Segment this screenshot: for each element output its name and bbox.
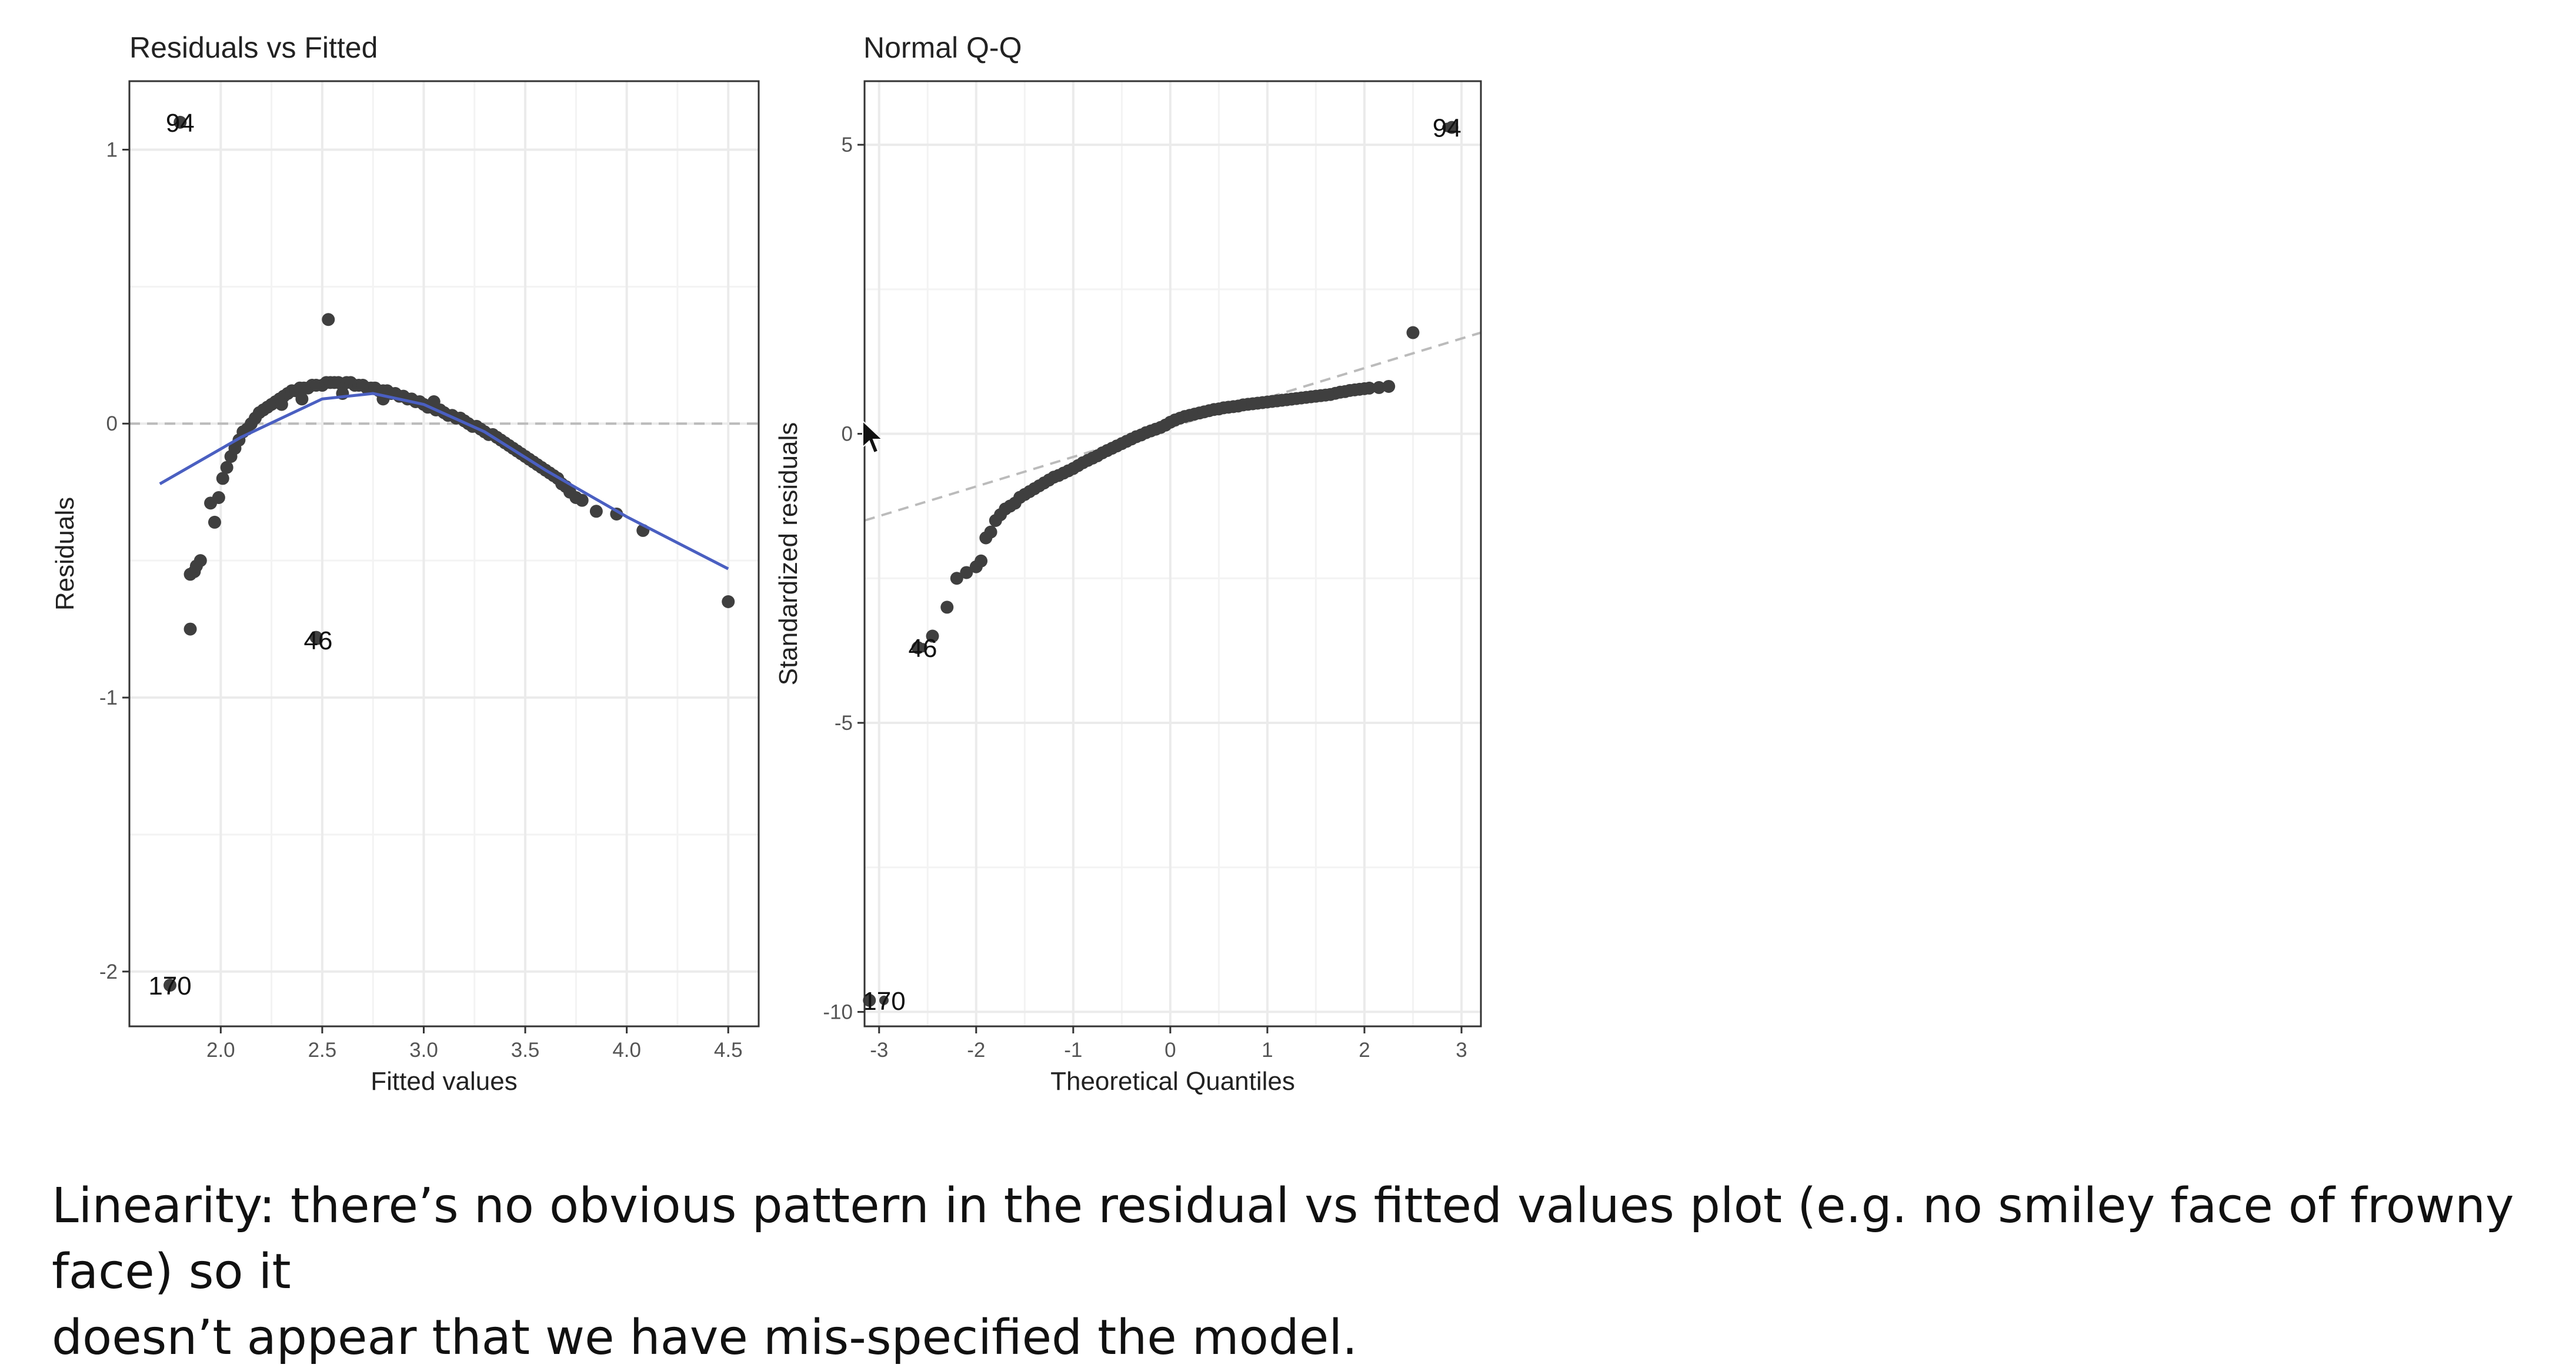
chart-title: Residuals vs Fitted	[129, 31, 378, 64]
y-tick-label: -10	[823, 1000, 853, 1023]
data-point	[1363, 381, 1376, 395]
y-axis-label: Residuals	[51, 497, 79, 611]
x-tick-label: 3.5	[511, 1039, 540, 1062]
x-tick-label: 0	[1164, 1039, 1176, 1062]
outlier-point	[879, 995, 889, 1005]
data-point	[926, 629, 939, 643]
outlier-label: 46	[909, 634, 937, 663]
outlier-point	[313, 635, 323, 645]
data-point	[1382, 379, 1396, 393]
x-tick-label: 1	[1262, 1039, 1273, 1062]
y-axis-label: Standardized residuals	[774, 422, 803, 686]
data-point	[193, 554, 207, 568]
data-point	[427, 395, 441, 408]
caption-line-1: Linearity: there’s no obvious pattern in…	[52, 1178, 2514, 1300]
data-point	[220, 461, 233, 474]
x-tick-label: -1	[1064, 1039, 1082, 1062]
data-point	[975, 554, 988, 568]
panel-border	[863, 80, 1482, 1028]
data-point	[1406, 326, 1420, 339]
data-point	[275, 398, 288, 411]
data-point	[722, 595, 735, 609]
chart-title: Normal Q-Q	[863, 31, 1022, 64]
data-point	[950, 572, 963, 585]
data-point	[216, 472, 229, 485]
residuals-vs-fitted-plot: 94 46 170 2.0 2.5 3.0 3.5 4.0 4.5 -2 -1 0 1 Residuals…	[51, 31, 760, 1096]
x-tick-label: -3	[870, 1039, 888, 1062]
x-tick-label: 3.0	[409, 1039, 438, 1062]
y-tick-label: 0	[842, 423, 853, 446]
data-point	[863, 993, 876, 1007]
data-point	[610, 507, 623, 521]
data-point	[183, 622, 197, 636]
mouse-pointer-icon	[862, 420, 884, 454]
loess-smooth-line	[159, 392, 729, 571]
outlier-point	[175, 117, 185, 127]
panel-border	[128, 80, 760, 1028]
y-tick-label: -1	[99, 686, 118, 709]
caption-line-2: doesn’t appear that we have mis-specifie…	[52, 1310, 1358, 1366]
data-point	[1372, 381, 1386, 394]
data-point	[575, 493, 589, 507]
data-point	[960, 566, 973, 579]
x-tick-label: 2	[1359, 1039, 1370, 1062]
x-tick-label: 3	[1456, 1039, 1467, 1062]
data-point	[208, 515, 221, 529]
data-point	[589, 505, 603, 518]
data-point	[940, 601, 954, 614]
y-tick-label: 0	[106, 412, 118, 435]
x-axis-label: Fitted values	[371, 1067, 517, 1096]
slide-caption: Linearity: there’s no obvious pattern in…	[52, 1173, 2551, 1371]
y-tick-label: -5	[835, 712, 853, 735]
outlier-label: 46	[304, 626, 333, 655]
y-tick-label: 1	[106, 138, 118, 161]
x-tick-label: 4.0	[612, 1039, 641, 1062]
y-tick-label: 5	[842, 134, 853, 156]
data-point	[322, 313, 335, 326]
data-point	[984, 525, 997, 539]
outlier-point	[1442, 122, 1452, 132]
data-point	[295, 392, 309, 406]
x-tick-label: -2	[967, 1039, 985, 1062]
outlier-label: 170	[148, 972, 191, 1000]
x-axis-label: Theoretical Quantiles	[1050, 1067, 1295, 1096]
x-tick-label: 2.0	[206, 1039, 235, 1062]
outlier-label: 94	[1433, 114, 1461, 143]
outlier-label: 94	[166, 109, 195, 138]
data-point	[212, 491, 225, 505]
outlier-label: 170	[862, 987, 905, 1016]
y-tick-label: -2	[99, 960, 118, 983]
outlier-point	[165, 980, 175, 990]
x-tick-label: 4.5	[714, 1039, 743, 1062]
x-tick-label: 2.5	[308, 1039, 337, 1062]
outlier-point	[918, 643, 928, 653]
